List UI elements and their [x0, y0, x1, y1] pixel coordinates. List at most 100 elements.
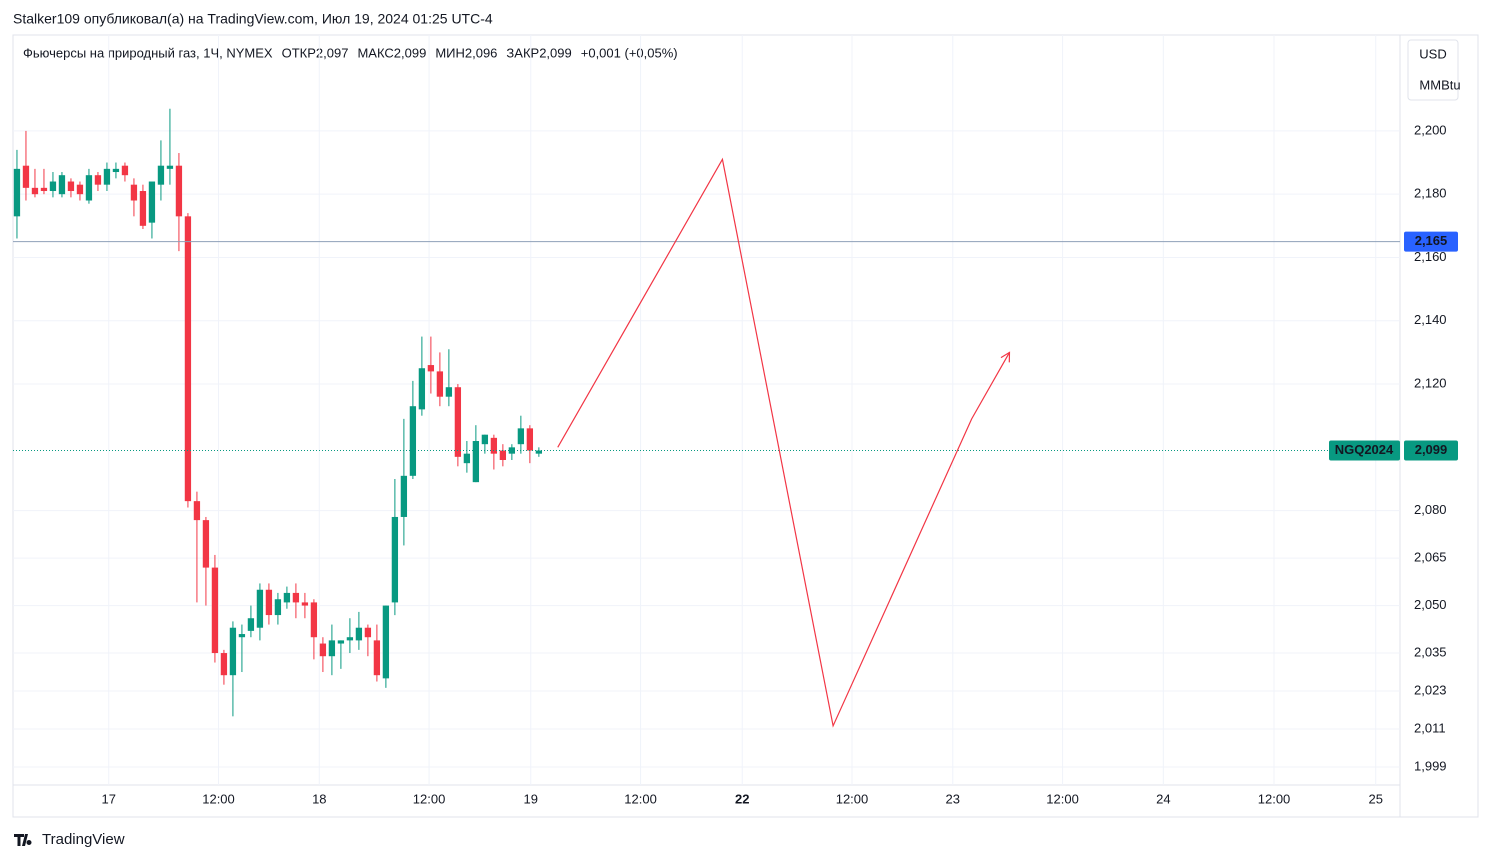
logo — [14, 834, 32, 846]
candle-body — [193, 501, 201, 521]
candle-body — [427, 365, 435, 372]
candle-body — [526, 428, 534, 451]
x-tick-label: 12:00 — [624, 791, 657, 806]
y-tick-label: 2,140 — [1414, 312, 1447, 327]
x-tick-label: 12:00 — [1046, 791, 1079, 806]
candle-body — [301, 602, 309, 606]
candle-body — [112, 168, 120, 173]
candle-body — [445, 387, 453, 397]
legend-open: 2,097 — [316, 45, 349, 60]
candle-body — [265, 589, 273, 616]
candle-body — [310, 602, 318, 638]
candle-body — [94, 175, 102, 185]
candle-body — [13, 168, 21, 217]
candle-body — [481, 434, 489, 445]
candle-body — [436, 371, 444, 397]
currency: USD — [1419, 46, 1446, 61]
x-tick-label: 25 — [1368, 791, 1382, 806]
unit-box[interactable] — [1407, 39, 1459, 101]
legend: Фьючерсы на природный газ, 1Ч, NYMEX ОТКР… — [23, 45, 678, 60]
candle-body — [157, 165, 165, 185]
x-tick-label: 12:00 — [202, 791, 235, 806]
candle-body — [454, 387, 462, 457]
candle-body — [463, 453, 471, 464]
header: Stalker109 опубликовал(а) на TradingView… — [13, 11, 493, 27]
candle-body — [490, 437, 498, 454]
candle-body — [418, 368, 426, 410]
legend-low: 2,096 — [465, 45, 498, 60]
candle-body — [355, 627, 363, 641]
candle-body — [391, 516, 399, 603]
candle-body — [292, 592, 300, 603]
candle-body — [499, 450, 507, 460]
x-tick-label: 19 — [524, 791, 538, 806]
y-tick-label: 2,065 — [1414, 550, 1447, 565]
x-tick-label: 12:00 — [1258, 791, 1291, 806]
x-tick-label: 18 — [312, 791, 326, 806]
footer: TradingView — [42, 831, 125, 848]
candle-body — [247, 618, 255, 631]
candle-body — [31, 187, 39, 195]
candle-body — [382, 605, 390, 679]
candle-body — [535, 450, 543, 454]
last-price-label: 2,099 — [1415, 442, 1448, 457]
candle-body — [517, 428, 525, 445]
symbol-label: NGQ2024 — [1335, 442, 1394, 457]
candle-body — [22, 165, 30, 188]
y-tick-label: 2,080 — [1414, 502, 1447, 517]
candle-body — [121, 165, 129, 176]
candle-body — [85, 175, 93, 201]
candle-body — [103, 168, 111, 185]
candle-body — [211, 567, 219, 654]
y-tick-label: 2,050 — [1414, 597, 1447, 612]
candle-body — [364, 627, 372, 638]
legend-open-label: ОТКР — [282, 45, 316, 60]
y-tick-label: 2,035 — [1414, 644, 1447, 659]
candle-body — [346, 637, 354, 641]
hline-label: 2,165 — [1415, 233, 1448, 248]
legend-close-label: ЗАКР — [506, 45, 539, 60]
arrow-head — [1000, 351, 1011, 363]
legend-title: Фьючерсы на природный газ, 1Ч, NYMEX — [23, 45, 273, 60]
legend-change: +0,001 (+0,05%) — [581, 45, 678, 60]
candle-body — [139, 191, 147, 226]
candle-body — [76, 184, 84, 195]
candle-body — [238, 634, 246, 638]
y-tick-label: 2,180 — [1414, 186, 1447, 201]
candle-body — [220, 653, 228, 676]
x-tick-label: 23 — [946, 791, 960, 806]
x-tick-label: 22 — [735, 791, 749, 806]
hline-label-bg — [1404, 231, 1458, 252]
x-tick-label: 24 — [1156, 791, 1170, 806]
candle-body — [148, 181, 156, 223]
candle-body — [409, 406, 417, 476]
y-tick-label: 2,011 — [1414, 720, 1446, 735]
candle-body — [337, 640, 345, 644]
last-price-label-bg — [1404, 440, 1458, 461]
annotation-path — [557, 157, 1010, 728]
y-tick-label: 1,999 — [1414, 758, 1447, 773]
y-tick-label: 2,200 — [1414, 122, 1447, 137]
candle-body — [328, 640, 336, 657]
y-tick-label: 2,120 — [1414, 375, 1447, 390]
legend-low-label: МИН — [435, 45, 465, 60]
y-tick-label: 2,160 — [1414, 249, 1447, 264]
candle-body — [184, 216, 192, 502]
chart-frame — [12, 34, 1479, 818]
candle-body — [283, 592, 291, 603]
y-tick-label: 2,023 — [1414, 682, 1447, 697]
candle-body — [229, 627, 237, 676]
legend-high-label: МАКС — [357, 45, 393, 60]
candle-body — [67, 181, 75, 192]
candle-body — [175, 165, 183, 217]
unit: MMBtu — [1419, 77, 1460, 92]
candle-body — [130, 184, 138, 201]
candle-body — [40, 187, 48, 192]
x-tick-label: 12:00 — [413, 791, 446, 806]
candle-body — [274, 599, 282, 616]
symbol-label-bg — [1329, 440, 1400, 461]
candle-body — [166, 165, 174, 169]
x-tick-label: 12:00 — [836, 791, 869, 806]
candle-body — [202, 520, 210, 568]
legend-close: 2,099 — [539, 45, 572, 60]
